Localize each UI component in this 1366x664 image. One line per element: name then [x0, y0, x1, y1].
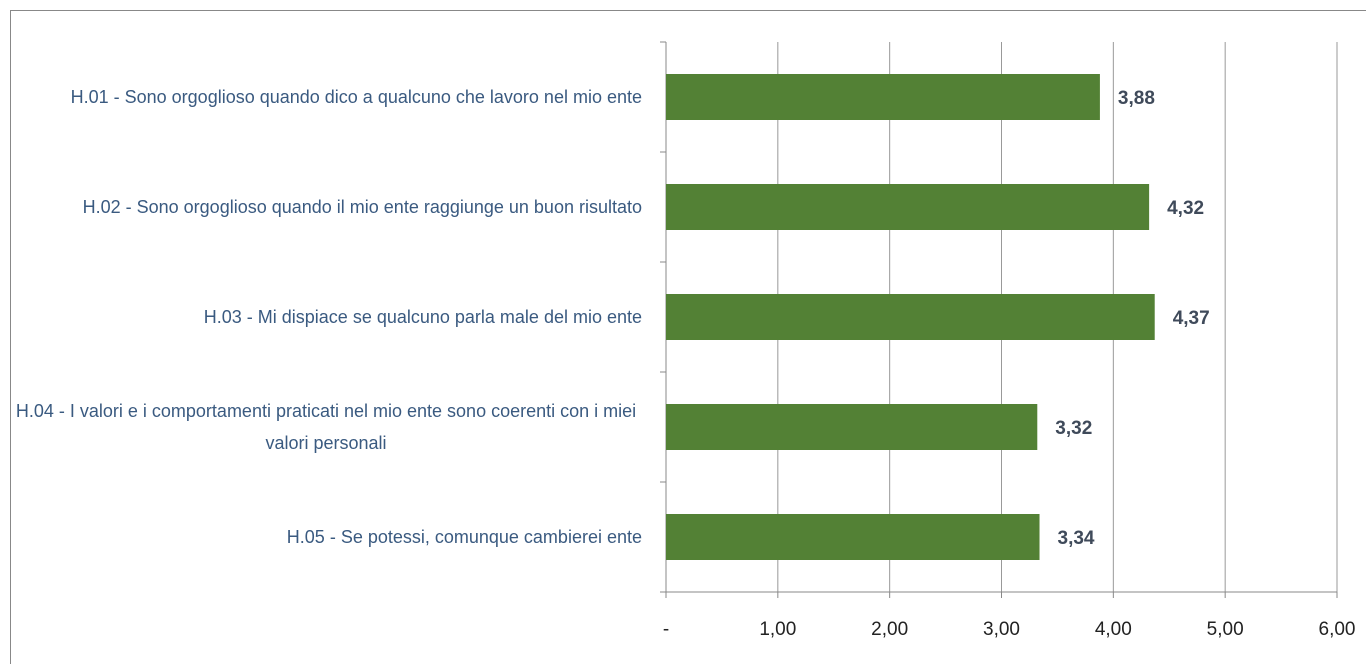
category-label: H.02 - Sono orgoglioso quando il mio ent… [82, 197, 642, 217]
x-tick-label: 4,00 [1095, 619, 1132, 640]
bar [666, 514, 1040, 560]
category-label: H.01 - Sono orgoglioso quando dico a qua… [70, 87, 642, 107]
x-tick-label: 6,00 [1319, 619, 1356, 640]
value-label: 4,32 [1167, 198, 1204, 219]
value-label: 3,34 [1058, 528, 1095, 549]
x-tick-label: 1,00 [759, 619, 796, 640]
bar [666, 184, 1150, 230]
category-label-box: H.03 - Mi dispiace se qualcuno parla mal… [10, 301, 642, 333]
bar [666, 294, 1155, 340]
value-label: 3,32 [1055, 418, 1092, 439]
bar [666, 74, 1100, 120]
frame [10, 10, 1366, 664]
category-label: H.05 - Se potessi, comunque cambierei en… [286, 527, 642, 547]
category-label-box: H.05 - Se potessi, comunque cambierei en… [10, 521, 642, 553]
bar [666, 404, 1038, 450]
value-label: 4,37 [1173, 308, 1210, 329]
value-label: 3,88 [1118, 88, 1155, 109]
category-label: H.03 - Mi dispiace se qualcuno parla mal… [203, 307, 642, 327]
x-tick-label: 2,00 [871, 619, 908, 640]
category-label-box: H.02 - Sono orgoglioso quando il mio ent… [10, 191, 642, 223]
category-label: H.04 - I valori e i comportamenti pratic… [15, 401, 637, 453]
x-tick-label: 5,00 [1207, 619, 1244, 640]
x-tick-label: 3,00 [983, 619, 1020, 640]
x-tick-label: - [663, 619, 669, 640]
category-label-box: H.01 - Sono orgoglioso quando dico a qua… [10, 81, 642, 113]
category-label-box: H.04 - I valori e i comportamenti pratic… [10, 395, 642, 459]
